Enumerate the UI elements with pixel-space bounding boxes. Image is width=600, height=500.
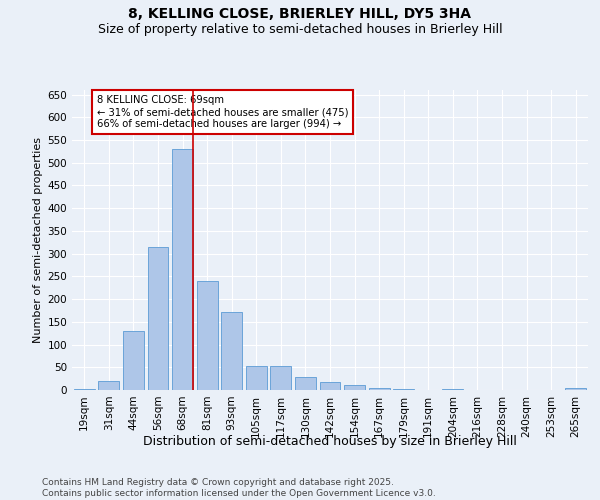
Y-axis label: Number of semi-detached properties: Number of semi-detached properties bbox=[33, 137, 43, 343]
Bar bbox=[320, 382, 340, 390]
Text: Contains HM Land Registry data © Crown copyright and database right 2025.
Contai: Contains HM Land Registry data © Crown c… bbox=[42, 478, 436, 498]
Bar bbox=[565, 388, 586, 390]
Bar bbox=[271, 366, 292, 390]
Bar bbox=[246, 366, 267, 390]
Bar bbox=[197, 281, 218, 390]
Bar bbox=[123, 331, 144, 390]
Bar bbox=[148, 247, 169, 390]
Bar bbox=[393, 389, 414, 390]
Bar bbox=[344, 386, 365, 390]
Text: 8 KELLING CLOSE: 69sqm
← 31% of semi-detached houses are smaller (475)
66% of se: 8 KELLING CLOSE: 69sqm ← 31% of semi-det… bbox=[97, 96, 348, 128]
Bar bbox=[368, 388, 389, 390]
Text: Size of property relative to semi-detached houses in Brierley Hill: Size of property relative to semi-detach… bbox=[98, 22, 502, 36]
Text: 8, KELLING CLOSE, BRIERLEY HILL, DY5 3HA: 8, KELLING CLOSE, BRIERLEY HILL, DY5 3HA bbox=[128, 8, 472, 22]
Bar bbox=[98, 381, 119, 390]
Bar bbox=[172, 149, 193, 390]
Bar bbox=[295, 378, 316, 390]
Bar bbox=[442, 389, 463, 390]
Text: Distribution of semi-detached houses by size in Brierley Hill: Distribution of semi-detached houses by … bbox=[143, 435, 517, 448]
Bar bbox=[221, 312, 242, 390]
Bar bbox=[74, 389, 95, 390]
